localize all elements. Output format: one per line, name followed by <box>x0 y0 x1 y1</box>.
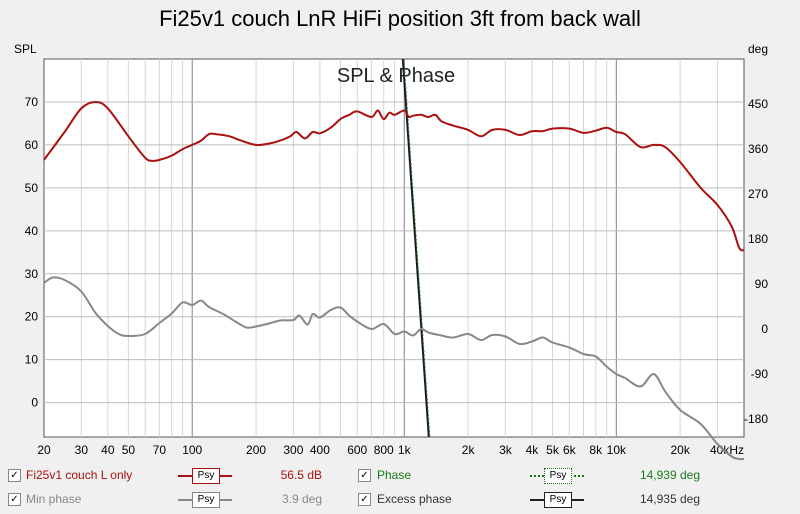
checkbox-excess-phase[interactable]: ✓ <box>358 493 371 506</box>
checkbox-min-phase[interactable]: ✓ <box>8 493 21 506</box>
legend-item-phase[interactable]: ✓ Phase Psy 14,939 deg <box>350 466 790 486</box>
psy-label-phase: Psy <box>544 468 572 484</box>
x-tick-label: 300 <box>283 443 303 457</box>
y-left-tick-label: 20 <box>25 310 39 324</box>
chart-annotation: SPL & Phase <box>337 65 455 87</box>
y-left-tick-label: 0 <box>31 396 38 410</box>
x-tick-label: 70 <box>153 443 167 457</box>
plot-area <box>43 58 745 438</box>
x-tick-label: 600 <box>347 443 367 457</box>
y-right-tick-label: 270 <box>748 187 768 201</box>
legend-value-phase: 14,939 deg <box>639 468 700 482</box>
y-right-tick-label: -180 <box>744 412 768 426</box>
psy-button-phase[interactable]: Psy <box>530 468 584 484</box>
spl-series-line <box>43 101 745 252</box>
y-right-tick-label: 180 <box>748 232 768 246</box>
x-tick-label: 1k <box>398 443 412 457</box>
legend-value-excess-phase: 14,935 deg <box>639 492 700 506</box>
legend-label-spl: Fi25v1 couch L only <box>26 468 133 482</box>
legend-value-min-phase: 3.9 deg <box>281 492 322 506</box>
checkbox-spl[interactable]: ✓ <box>8 469 21 482</box>
right-axis-unit: deg <box>748 42 769 56</box>
y-right-tick-label: -90 <box>751 367 769 381</box>
x-tick-label: 400 <box>310 443 330 457</box>
x-tick-label: 20 <box>37 443 51 457</box>
x-tick-label: 3k <box>499 443 513 457</box>
x-tick-label: 40kHz <box>710 443 744 457</box>
chart-title: Fi25v1 couch LnR HiFi position 3ft from … <box>159 6 641 31</box>
legend-label-excess-phase: Excess phase <box>377 492 452 506</box>
x-tick-label: 20k <box>670 443 690 457</box>
x-tick-label: 5k <box>546 443 560 457</box>
y-right-tick-label: 0 <box>761 322 768 336</box>
legend-label-phase: Phase <box>377 468 412 482</box>
x-tick-label: 10k <box>607 443 627 457</box>
x-tick-label: 40 <box>101 443 115 457</box>
legend-item-spl[interactable]: ✓ Fi25v1 couch L only Psy 56.5 dB <box>0 466 400 486</box>
psy-button-excess-phase[interactable]: Psy <box>530 492 584 508</box>
legend-value-spl: 56.5 dB <box>280 468 322 482</box>
x-tick-label: 30 <box>75 443 89 457</box>
phase-line <box>403 58 431 438</box>
y-left-tick-label: 30 <box>25 267 39 281</box>
x-tick-label: 200 <box>246 443 266 457</box>
psy-button-min-phase[interactable]: Psy <box>178 492 232 508</box>
x-tick-label: 100 <box>182 443 202 457</box>
x-tick-label: 800 <box>374 443 394 457</box>
x-tick-label: 50 <box>122 443 136 457</box>
y-left-tick-label: 40 <box>25 224 39 238</box>
psy-label-excess-phase: Psy <box>544 492 572 508</box>
legend: ✓ Fi25v1 couch L only Psy 56.5 dB ✓ Min … <box>0 462 800 514</box>
y-right-tick-label: 90 <box>755 277 769 291</box>
x-tick-label: 4k <box>526 443 540 457</box>
y-left-tick-label: 60 <box>25 138 39 152</box>
checkbox-phase[interactable]: ✓ <box>358 469 371 482</box>
min-phase-series-line <box>43 276 745 461</box>
legend-item-excess-phase[interactable]: ✓ Excess phase Psy 14,935 deg <box>350 490 790 510</box>
y-right-tick-label: 450 <box>748 97 768 111</box>
x-tick-label: 2k <box>462 443 476 457</box>
legend-item-min-phase[interactable]: ✓ Min phase Psy 3.9 deg <box>0 490 400 510</box>
left-axis-unit: SPL <box>14 42 37 56</box>
spl-phase-chart[interactable]: 20 30 40 50 70 100 200 300 400 600 800 1k 2k 3k 4k 5k 6k… <box>0 0 800 462</box>
y-left-tick-label: 70 <box>25 95 39 109</box>
legend-label-min-phase: Min phase <box>26 492 82 506</box>
x-tick-label: 8k <box>589 443 603 457</box>
psy-label-min-phase: Psy <box>192 492 220 508</box>
excess-phase-line <box>401 58 430 438</box>
psy-button-spl[interactable]: Psy <box>178 468 232 484</box>
y-right-tick-label: 360 <box>748 142 768 156</box>
y-left-tick-label: 50 <box>25 181 39 195</box>
y-left-tick-label: 10 <box>25 353 39 367</box>
x-tick-label: 6k <box>563 443 577 457</box>
psy-label-spl: Psy <box>192 468 220 484</box>
